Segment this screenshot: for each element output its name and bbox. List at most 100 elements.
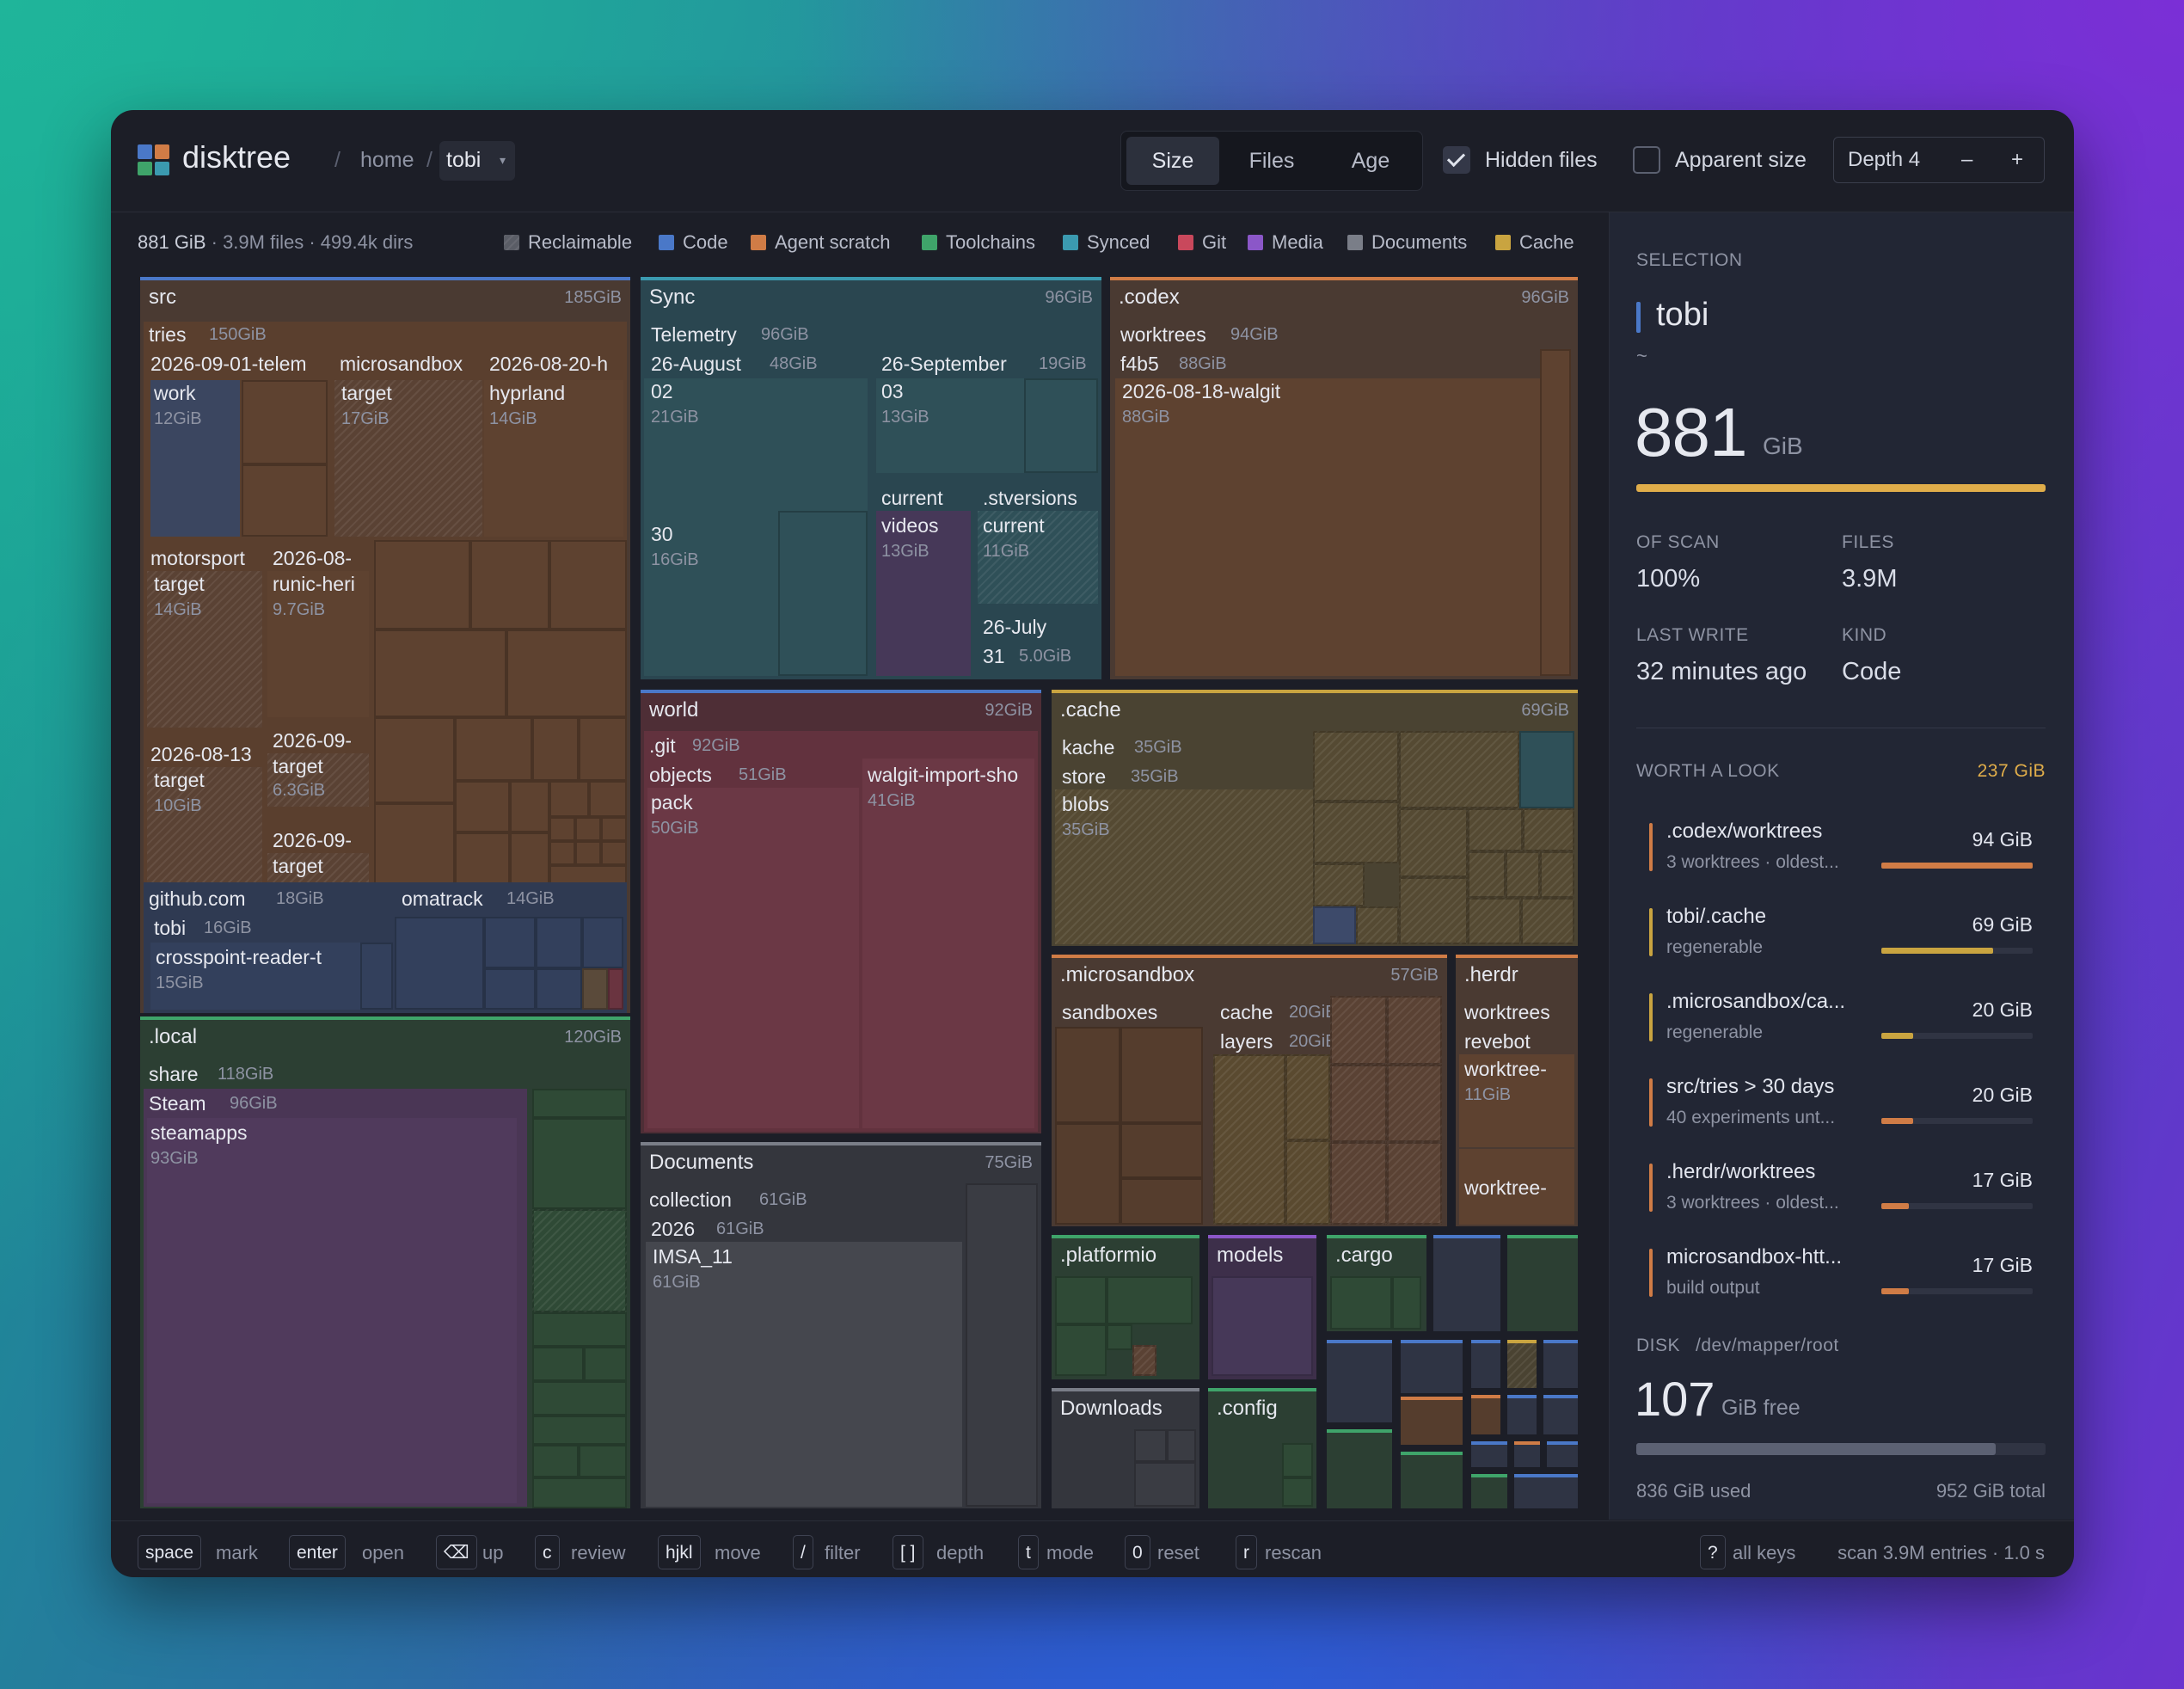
treemap-cell[interactable]	[1399, 808, 1468, 877]
treemap-cell[interactable]	[589, 781, 627, 817]
node-walgit[interactable]: 2026-08-18-walgit 88GiB	[1115, 378, 1540, 676]
treemap-block[interactable]	[1401, 1397, 1463, 1445]
treemap-block-documents[interactable]: Documents 75GiB collection 61GiB 2026 61…	[641, 1142, 1041, 1508]
treemap-cell[interactable]	[1506, 851, 1540, 898]
treemap-cell[interactable]	[575, 817, 601, 841]
treemap-cell[interactable]	[549, 817, 575, 841]
treemap-cell[interactable]	[484, 917, 536, 968]
apparent-size-checkbox[interactable]	[1633, 146, 1660, 174]
treemap-cell[interactable]	[1132, 1345, 1156, 1376]
node-blobs[interactable]: blobs 35GiB	[1055, 789, 1313, 944]
treemap-cell[interactable]	[360, 943, 393, 1010]
treemap-block[interactable]	[1471, 1474, 1507, 1508]
node-motorsport-target[interactable]: target 14GiB	[147, 571, 262, 728]
key-r[interactable]: r	[1236, 1535, 1257, 1569]
treemap-cell[interactable]	[1213, 1054, 1285, 1225]
treemap-block-herdr[interactable]: .herdr worktrees revebot worktree- 11GiB…	[1456, 955, 1578, 1226]
treemap-block-cargo[interactable]: .cargo	[1327, 1235, 1426, 1331]
node-steamapps[interactable]: steamapps 93GiB	[147, 1118, 517, 1503]
treemap-cell[interactable]	[1468, 808, 1523, 851]
treemap-cell[interactable]	[532, 1089, 627, 1118]
treemap-cell[interactable]	[242, 380, 328, 464]
treemap-cell[interactable]	[1356, 906, 1399, 944]
treemap-block-microsandbox[interactable]: .microsandbox 57GiB sandboxes cache 20Gi…	[1052, 955, 1447, 1226]
node-microsandbox-target[interactable]: target 17GiB	[334, 380, 482, 537]
node-hyprland[interactable]: hyprland 14GiB	[484, 380, 623, 537]
node-worktree[interactable]: worktree-	[1459, 1149, 1574, 1225]
treemap-block-models[interactable]: models	[1208, 1235, 1316, 1379]
treemap-cell[interactable]	[1285, 1140, 1330, 1225]
treemap-cell[interactable]	[374, 630, 506, 717]
treemap-cell[interactable]	[579, 717, 627, 781]
node-walgit-import[interactable]: walgit-import-sho 41GiB	[862, 759, 1034, 1128]
treemap-block[interactable]	[1471, 1395, 1500, 1434]
tab-size[interactable]: Size	[1126, 137, 1219, 185]
worth-a-look-item[interactable]: .herdr/worktrees 3 worktrees · oldest...…	[1649, 1160, 2046, 1215]
treemap-cell[interactable]	[455, 717, 532, 781]
treemap-block-src[interactable]: src 185GiB tries 150GiB 2026-09-01-telem…	[140, 277, 630, 1013]
node-git[interactable]: .git 92GiB objects 51GiB pack 50GiB walg…	[644, 731, 1038, 1132]
treemap-block[interactable]	[1514, 1441, 1540, 1467]
treemap-cell[interactable]	[532, 1347, 584, 1381]
treemap-block-downloads[interactable]: Downloads	[1052, 1388, 1199, 1508]
treemap-cell[interactable]	[532, 1381, 627, 1416]
treemap-block-world[interactable]: world 92GiB .git 92GiB objects 51GiB pac…	[641, 690, 1041, 1133]
node-videos[interactable]: videos 13GiB	[876, 511, 971, 676]
treemap-cell[interactable]	[510, 781, 549, 832]
treemap-block[interactable]	[1507, 1235, 1578, 1331]
treemap-cell[interactable]	[374, 540, 470, 630]
treemap-cell[interactable]	[1313, 906, 1356, 944]
depth-decrease-button[interactable]: –	[1961, 148, 1973, 171]
treemap-cell[interactable]	[532, 1118, 627, 1209]
treemap-cell[interactable]	[455, 832, 510, 889]
treemap-block-sync[interactable]: Sync 96GiB Telemetry 96GiB 26-August 48G…	[641, 277, 1101, 679]
node-30[interactable]: 30 16GiB	[644, 511, 778, 676]
treemap-cell[interactable]	[1134, 1462, 1196, 1507]
node-worktree[interactable]: worktree- 11GiB	[1459, 1054, 1574, 1147]
treemap-cell[interactable]	[1212, 1276, 1313, 1376]
node-steam[interactable]: Steam 96GiB steamapps 93GiB	[144, 1089, 527, 1507]
treemap-cell[interactable]	[1330, 1142, 1387, 1225]
treemap-cell[interactable]	[1399, 877, 1468, 944]
treemap-cell[interactable]	[1468, 898, 1521, 944]
key-t[interactable]: t	[1018, 1535, 1039, 1569]
node-work[interactable]: work 12GiB	[150, 380, 240, 537]
treemap-cell[interactable]	[532, 1312, 627, 1347]
worth-a-look-item[interactable]: .codex/worktrees 3 worktrees · oldest...…	[1649, 820, 2046, 875]
treemap-cell[interactable]	[1313, 731, 1399, 802]
treemap-cell[interactable]	[582, 917, 623, 968]
treemap-cell[interactable]	[1120, 1027, 1203, 1123]
treemap-cell[interactable]	[1120, 1178, 1203, 1225]
treemap-cell[interactable]	[1055, 1123, 1120, 1225]
treemap-cell[interactable]	[374, 803, 455, 898]
tab-age[interactable]: Age	[1351, 149, 1390, 173]
node-runic-herd[interactable]: runic-heri 9.7GiB	[267, 571, 369, 717]
depth-increase-button[interactable]: +	[2011, 148, 2024, 171]
breadcrumb-home[interactable]: home	[360, 148, 414, 172]
treemap-cell[interactable]	[1055, 1027, 1120, 1123]
treemap-cell[interactable]	[506, 630, 627, 717]
treemap-block-cache[interactable]: .cache 69GiB kache 35GiB store 35GiB blo…	[1052, 690, 1578, 946]
treemap-block[interactable]	[1433, 1235, 1500, 1331]
node-target[interactable]: target 6.3GiB	[267, 753, 369, 807]
treemap-block[interactable]	[1543, 1340, 1578, 1388]
key-space[interactable]: space	[138, 1535, 202, 1569]
treemap-cell[interactable]	[532, 717, 579, 781]
treemap-cell[interactable]	[1519, 731, 1574, 808]
treemap-cell[interactable]	[966, 1183, 1038, 1507]
treemap-cell[interactable]	[549, 841, 575, 865]
treemap-cell[interactable]	[532, 1416, 627, 1445]
worth-a-look-item[interactable]: .microsandbox/ca... regenerable 20 GiB	[1649, 990, 2046, 1045]
treemap-block[interactable]	[1547, 1441, 1578, 1467]
treemap-cell[interactable]	[1120, 1123, 1203, 1178]
treemap-cell[interactable]	[536, 917, 582, 968]
treemap-cell[interactable]	[1540, 349, 1571, 676]
treemap-cell[interactable]	[1134, 1429, 1167, 1462]
treemap-cell[interactable]	[1313, 802, 1399, 863]
treemap-cell[interactable]	[1330, 1276, 1392, 1330]
treemap-cell[interactable]	[778, 511, 868, 676]
treemap-cell[interactable]	[1399, 731, 1519, 808]
treemap-cell[interactable]	[1468, 851, 1506, 898]
treemap-cell[interactable]	[1107, 1276, 1193, 1324]
treemap-cell[interactable]	[510, 832, 549, 889]
